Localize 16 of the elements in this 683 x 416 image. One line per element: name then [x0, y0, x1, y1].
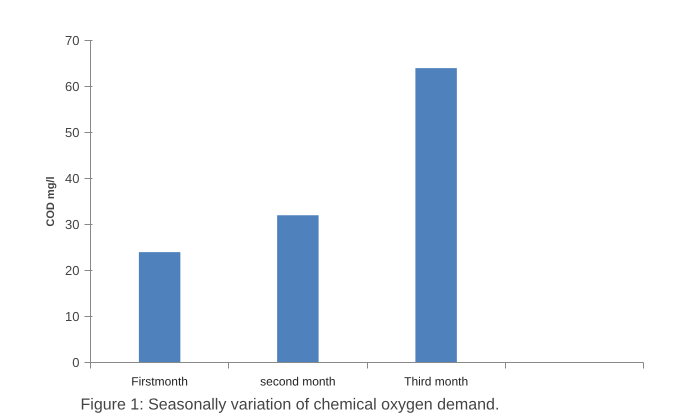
y-tick-label: 10 [65, 309, 80, 324]
y-tick-label: 30 [65, 217, 80, 232]
bar [277, 215, 319, 362]
y-tick-label: 40 [65, 171, 80, 186]
bar [138, 252, 180, 362]
y-tick-label: 50 [65, 125, 80, 140]
caption: Figure 1: Seasonally variation of chemical oxygen demand. [80, 396, 500, 414]
x-tick-label: Firstmonth [131, 374, 188, 388]
x-tick-label: Third month [404, 374, 468, 388]
bar [415, 68, 457, 362]
y-tick-label: 0 [72, 355, 80, 370]
y-tick-label: 70 [65, 33, 80, 48]
x-tick-label: second month [260, 374, 336, 388]
y-axis-title: COD mg/l [45, 176, 58, 227]
y-tick-label: 60 [65, 79, 80, 94]
y-tick-label: 20 [65, 263, 80, 278]
